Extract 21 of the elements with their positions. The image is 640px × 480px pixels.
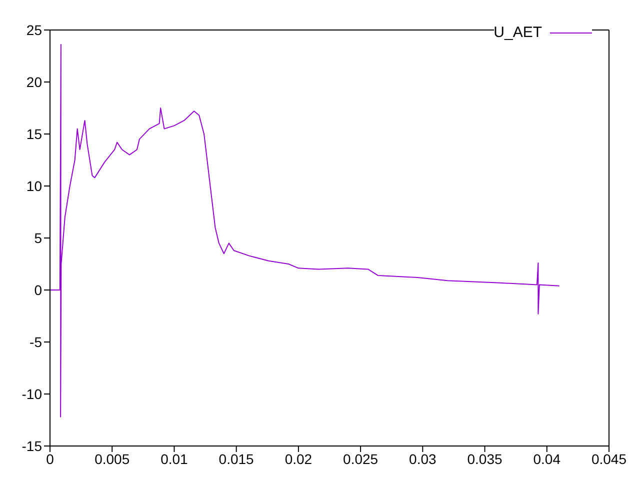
legend-label: U_AET bbox=[494, 24, 542, 41]
x-tick-label: 0 bbox=[46, 450, 54, 467]
y-tick-label: 25 bbox=[26, 22, 42, 38]
y-tick-label: 0 bbox=[34, 282, 42, 298]
x-tick-label: 0.025 bbox=[343, 450, 378, 467]
x-tick-label: 0.02 bbox=[284, 450, 312, 467]
line-series bbox=[50, 44, 560, 418]
x-tick-label: 0.03 bbox=[409, 450, 437, 467]
y-tick-label: -5 bbox=[30, 334, 42, 350]
x-tick-label: 0.045 bbox=[591, 450, 627, 467]
y-tick-label: 20 bbox=[26, 74, 42, 90]
y-tick-label: 5 bbox=[34, 230, 42, 246]
y-tick-label: -15 bbox=[22, 438, 42, 454]
x-tick-label: 0.01 bbox=[160, 450, 188, 467]
y-tick-label: -10 bbox=[22, 386, 42, 402]
y-tick-label: 15 bbox=[26, 126, 42, 142]
x-tick-label: 0.035 bbox=[467, 450, 502, 467]
x-tick-label: 0.015 bbox=[218, 450, 254, 467]
x-tick-label: 0.005 bbox=[94, 450, 130, 467]
y-tick-label: 10 bbox=[26, 178, 42, 194]
x-tick-label: 0.04 bbox=[533, 450, 561, 467]
